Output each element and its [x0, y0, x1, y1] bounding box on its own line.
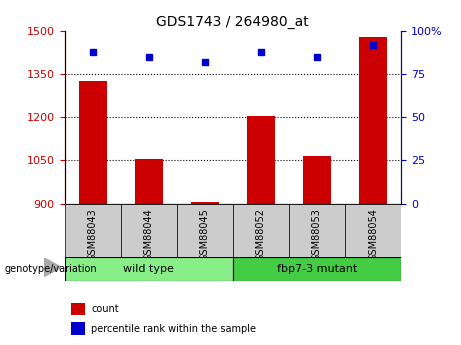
- Text: GSM88045: GSM88045: [200, 208, 210, 261]
- Text: GSM88044: GSM88044: [144, 208, 154, 260]
- Bar: [65, 257, 233, 281]
- Bar: [345, 204, 401, 257]
- Bar: [71, 303, 85, 315]
- Bar: [191, 202, 219, 204]
- Text: GSM88053: GSM88053: [312, 208, 322, 261]
- Bar: [303, 156, 331, 204]
- Bar: [121, 204, 177, 257]
- Text: GSM88054: GSM88054: [368, 208, 378, 261]
- Bar: [135, 159, 163, 204]
- Bar: [289, 204, 345, 257]
- Bar: [247, 116, 275, 204]
- Bar: [233, 257, 401, 281]
- Bar: [233, 204, 289, 257]
- Bar: [71, 322, 85, 335]
- Polygon shape: [44, 258, 61, 277]
- Text: fbp7-3 mutant: fbp7-3 mutant: [277, 264, 357, 274]
- Bar: [359, 37, 387, 204]
- Text: count: count: [91, 304, 119, 314]
- Title: GDS1743 / 264980_at: GDS1743 / 264980_at: [156, 14, 309, 29]
- Text: wild type: wild type: [123, 264, 174, 274]
- Text: GSM88052: GSM88052: [256, 208, 266, 261]
- Text: percentile rank within the sample: percentile rank within the sample: [91, 324, 256, 334]
- Bar: [65, 204, 121, 257]
- Bar: [78, 81, 106, 204]
- Text: GSM88043: GSM88043: [88, 208, 98, 260]
- Bar: [177, 204, 233, 257]
- Text: genotype/variation: genotype/variation: [5, 264, 97, 274]
